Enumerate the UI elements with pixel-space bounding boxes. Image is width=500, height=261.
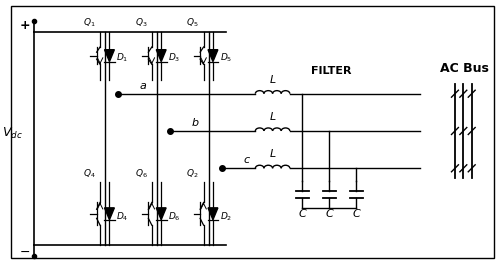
Text: $-$: $-$ (19, 245, 30, 258)
Text: a: a (140, 81, 146, 91)
Text: L: L (270, 75, 276, 85)
Text: AC Bus: AC Bus (440, 62, 489, 75)
Text: c: c (244, 155, 250, 165)
Polygon shape (156, 208, 166, 220)
Text: C: C (326, 209, 333, 218)
Text: C: C (298, 209, 306, 218)
Text: $D_{2}$: $D_{2}$ (220, 210, 232, 223)
Text: L: L (270, 149, 276, 159)
Text: $Q_{2}$: $Q_{2}$ (186, 167, 199, 180)
Text: +: + (20, 19, 30, 32)
Text: $D_{4}$: $D_{4}$ (116, 210, 129, 223)
Text: $Q_{5}$: $Q_{5}$ (186, 16, 199, 29)
Text: L: L (270, 112, 276, 122)
Text: $D_{1}$: $D_{1}$ (116, 52, 129, 64)
Text: C: C (352, 209, 360, 218)
Text: b: b (191, 118, 198, 128)
Text: $Q_{1}$: $Q_{1}$ (83, 16, 96, 29)
Polygon shape (208, 208, 218, 220)
Polygon shape (104, 50, 115, 62)
Text: $D_{6}$: $D_{6}$ (168, 210, 181, 223)
Text: $V_{dc}$: $V_{dc}$ (2, 126, 23, 141)
Polygon shape (156, 50, 166, 62)
Polygon shape (104, 208, 115, 220)
Text: $Q_{4}$: $Q_{4}$ (83, 167, 96, 180)
Text: FILTER: FILTER (312, 66, 352, 76)
Text: $D_{5}$: $D_{5}$ (220, 52, 232, 64)
Polygon shape (208, 50, 218, 62)
Text: $Q_{6}$: $Q_{6}$ (134, 167, 147, 180)
Text: $D_{3}$: $D_{3}$ (168, 52, 180, 64)
Text: $Q_{3}$: $Q_{3}$ (134, 16, 147, 29)
